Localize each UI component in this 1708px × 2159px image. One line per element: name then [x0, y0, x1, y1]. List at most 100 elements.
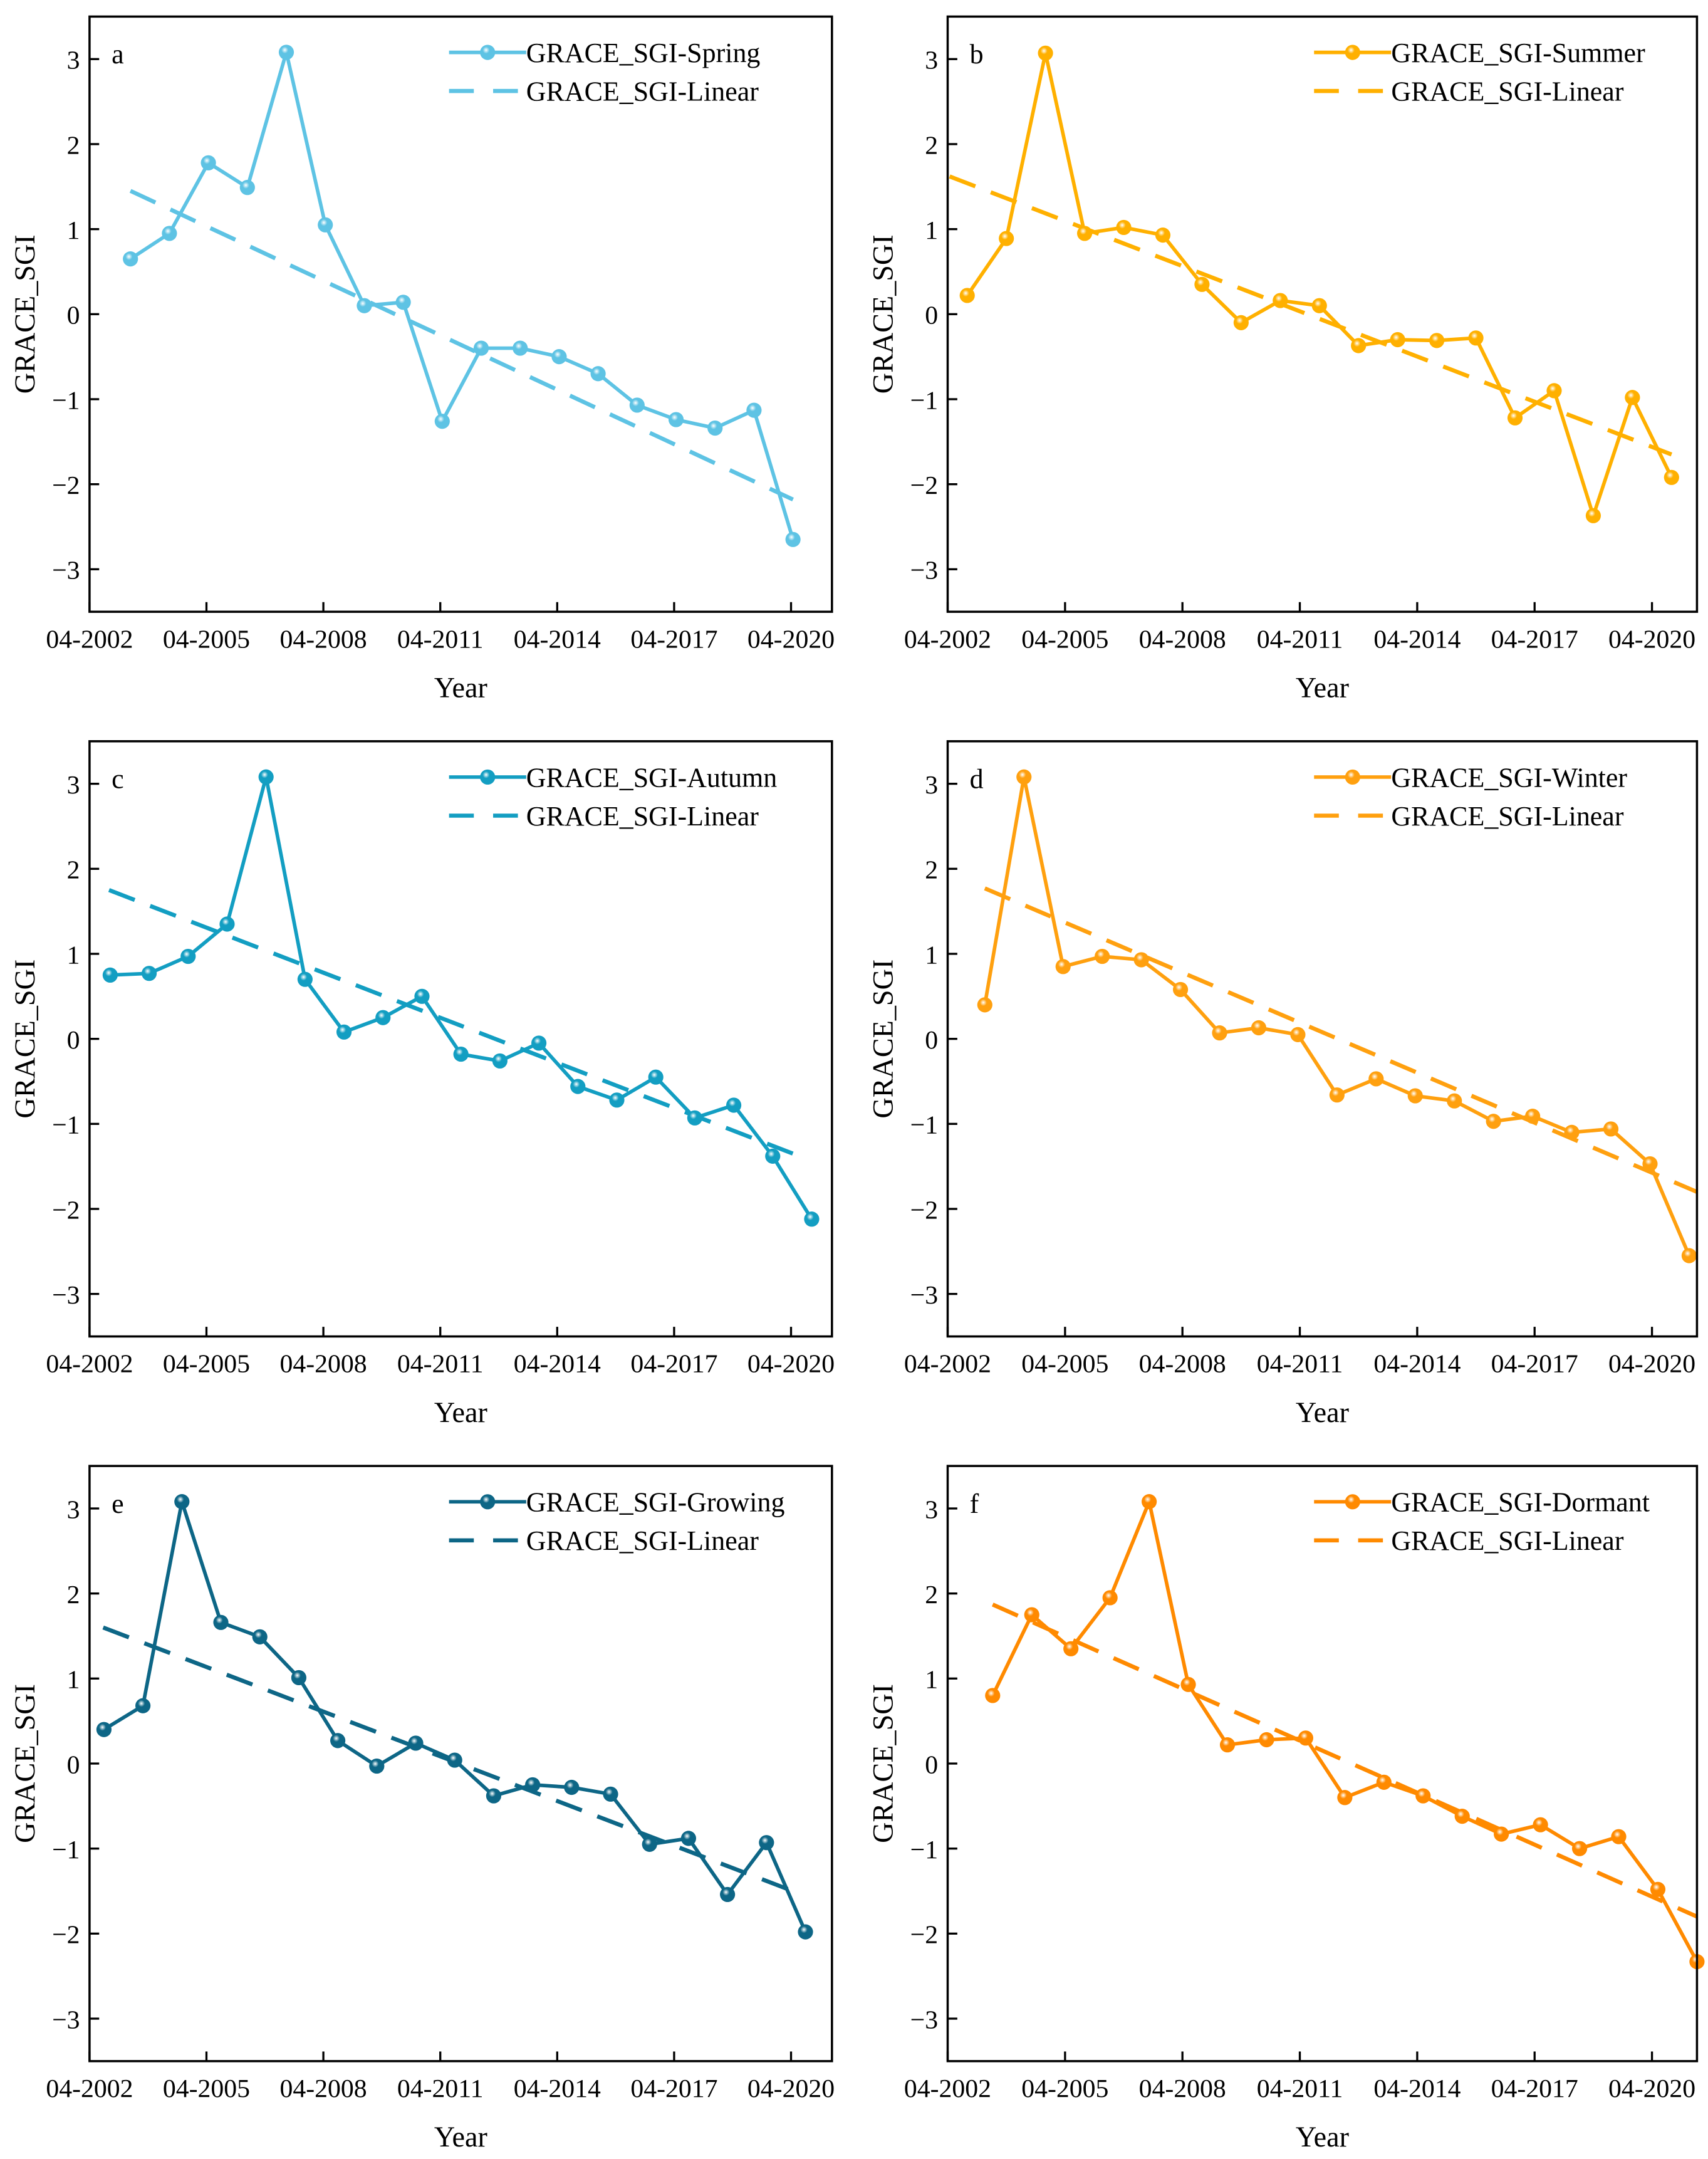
data-point — [765, 1148, 781, 1164]
x-tick-label: 04-2008 — [1139, 2074, 1226, 2103]
legend-label: GRACE_SGI-Linear — [526, 801, 759, 832]
data-point — [473, 340, 489, 356]
x-axis-label: Year — [434, 2121, 487, 2153]
panel-letter: f — [970, 1488, 979, 1519]
data-point — [414, 988, 430, 1004]
data-point — [219, 916, 235, 932]
data-point — [1625, 390, 1640, 405]
data-point — [258, 769, 274, 785]
x-tick-label: 04-2020 — [747, 625, 835, 654]
data-point — [375, 1010, 391, 1025]
x-tick-label: 04-2002 — [904, 2074, 991, 2103]
data-point — [252, 1629, 268, 1644]
chart-panel-c: 04-2002 04-2005 04-2008 04-2011 04-2014 04-20… — [9, 740, 835, 1428]
data-point — [1155, 227, 1171, 243]
data-point — [785, 531, 801, 547]
chart-panel-b: 04-2002 04-2005 04-2008 04-2011 04-2014 04-20… — [867, 15, 1699, 703]
chart-panel-d: 04-2002 04-2005 04-2008 04-2011 04-2014 04-20… — [867, 740, 1699, 1428]
y-tick-label: 3 — [67, 771, 80, 800]
x-tick-label: 04-2011 — [397, 1350, 484, 1379]
data-point — [1681, 1248, 1697, 1263]
x-tick-label: 04-2011 — [1257, 2074, 1343, 2103]
data-point — [551, 349, 567, 365]
plot-frame — [88, 15, 833, 613]
x-axis-label: Year — [1296, 1396, 1349, 1428]
y-tick-label: −3 — [910, 557, 938, 585]
data-point — [123, 251, 138, 267]
data-point — [726, 1097, 742, 1113]
y-tick-label: −2 — [52, 471, 80, 500]
data-point — [642, 1836, 657, 1852]
legend-label: GRACE_SGI-Linear — [1391, 76, 1623, 107]
x-tick-label: 04-2002 — [46, 625, 133, 654]
x-tick-label: 04-2008 — [280, 2074, 367, 2103]
data-point — [162, 226, 177, 241]
data-point — [1507, 410, 1523, 426]
y-tick-label: −2 — [52, 1921, 80, 1950]
y-tick-label: 2 — [67, 1581, 80, 1609]
x-tick-label: 04-2002 — [46, 1350, 133, 1379]
data-point — [1116, 219, 1132, 236]
data-point — [1055, 959, 1071, 975]
y-tick-label: 1 — [67, 216, 80, 245]
data-point — [1376, 1774, 1392, 1790]
x-tick-label: 04-2020 — [1608, 625, 1695, 654]
y-tick-label: −2 — [910, 1921, 938, 1950]
data-point — [1194, 276, 1210, 292]
x-tick-label: 04-2014 — [514, 2074, 601, 2103]
data-point — [1142, 1494, 1157, 1510]
legend-label: GRACE_SGI-Linear — [526, 1525, 759, 1556]
x-axis-label: Year — [1296, 2121, 1349, 2153]
legend-marker — [480, 1494, 496, 1510]
data-point — [570, 1079, 586, 1094]
x-tick-label: 04-2002 — [46, 2074, 133, 2103]
legend-label: GRACE_SGI-Growing — [526, 1487, 785, 1518]
x-tick-label: 04-2020 — [747, 1350, 835, 1379]
y-tick-label: 2 — [925, 856, 938, 885]
x-tick-label: 04-2017 — [630, 2074, 717, 2103]
legend-label: GRACE_SGI-Linear — [526, 76, 759, 107]
data-point — [1546, 383, 1562, 399]
legend-marker — [480, 769, 496, 785]
data-point — [1095, 948, 1110, 964]
y-tick-label: 0 — [925, 1750, 938, 1779]
data-point — [1603, 1121, 1619, 1137]
y-axis-label: GRACE_SGI — [867, 1684, 899, 1843]
y-tick-label: 1 — [67, 1666, 80, 1695]
y-tick-label: 1 — [925, 216, 938, 245]
y-tick-label: 3 — [67, 46, 80, 75]
legend-label: GRACE_SGI-Winter — [1391, 762, 1627, 793]
x-tick-label: 04-2014 — [1373, 1350, 1461, 1379]
x-tick-label: 04-2020 — [1608, 2074, 1695, 2103]
y-tick-label: 1 — [67, 941, 80, 970]
data-point — [1351, 338, 1367, 353]
data-point — [1429, 333, 1445, 348]
data-point — [720, 1886, 736, 1903]
data-point — [609, 1092, 625, 1108]
y-tick-label: −1 — [910, 386, 938, 415]
y-tick-label: −1 — [52, 386, 80, 415]
data-point — [1133, 952, 1149, 968]
y-tick-label: 0 — [67, 301, 80, 330]
y-tick-label: −3 — [910, 2005, 938, 2034]
plot-frame — [946, 1465, 1699, 2062]
linear-trend-line — [991, 1602, 1698, 1919]
data-point — [1390, 332, 1405, 348]
data-point — [1486, 1114, 1501, 1129]
chart-panel-e: 04-2002 04-2005 04-2008 04-2011 04-2014 04-20… — [9, 1465, 835, 2153]
data-point — [395, 295, 411, 310]
data-point — [629, 397, 645, 413]
data-point — [798, 1924, 813, 1940]
x-tick-label: 04-2017 — [1491, 2074, 1578, 2103]
data-point — [291, 1670, 307, 1686]
x-tick-label: 04-2008 — [280, 1350, 367, 1379]
x-axis-label: Year — [434, 1396, 487, 1428]
x-tick-label: 04-2017 — [630, 625, 717, 654]
x-tick-label: 04-2011 — [397, 625, 484, 654]
data-point — [1494, 1826, 1509, 1842]
legend-label: GRACE_SGI-Spring — [526, 38, 761, 68]
data-point — [977, 997, 992, 1013]
y-axis-label: GRACE_SGI — [867, 234, 899, 394]
x-tick-label: 04-2020 — [747, 2074, 835, 2103]
